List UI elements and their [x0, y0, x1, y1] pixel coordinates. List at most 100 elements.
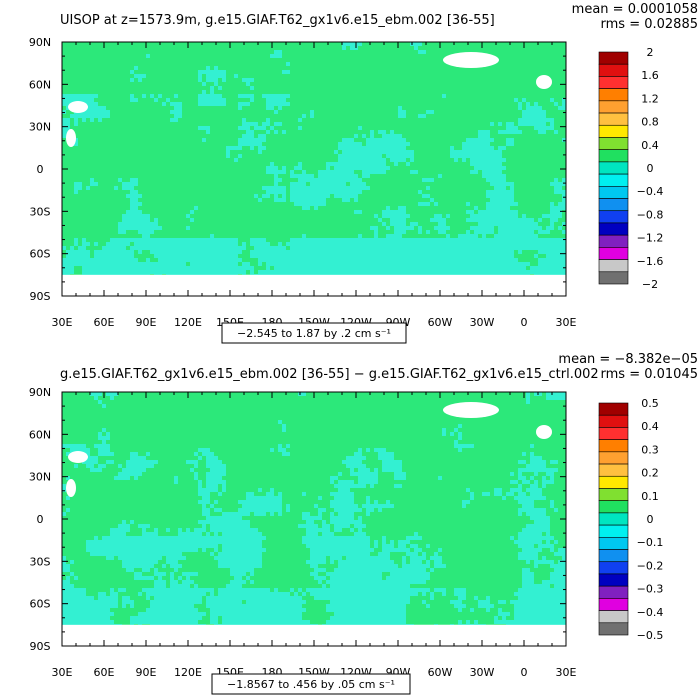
field-cell — [138, 246, 142, 250]
field-cell — [514, 238, 518, 242]
field-cell — [122, 230, 126, 234]
field-cell — [322, 190, 326, 194]
field-cell — [158, 258, 162, 262]
field-cell — [350, 238, 354, 242]
field-cell — [178, 584, 182, 588]
field-cell — [346, 620, 350, 624]
field-cell — [390, 130, 394, 134]
field-cell — [314, 190, 318, 194]
field-cell — [194, 464, 198, 468]
field-cell — [394, 612, 398, 616]
field-cell — [430, 238, 434, 242]
field-cell — [494, 186, 498, 190]
field-cell — [358, 270, 362, 274]
field-cell — [398, 138, 402, 142]
field-cell — [394, 616, 398, 620]
field-cell — [438, 548, 442, 552]
field-cell — [562, 576, 566, 580]
field-cell — [470, 444, 474, 448]
field-cell — [414, 246, 418, 250]
field-cell — [278, 420, 282, 424]
field-cell — [278, 198, 282, 202]
field-cell — [382, 560, 386, 564]
field-cell — [198, 612, 202, 616]
field-cell — [238, 520, 242, 524]
field-cell — [102, 106, 106, 110]
field-cell — [194, 206, 198, 210]
field-cell — [174, 266, 178, 270]
field-cell — [86, 448, 90, 452]
field-cell — [342, 142, 346, 146]
field-cell — [366, 556, 370, 560]
field-cell — [546, 600, 550, 604]
field-cell — [214, 528, 218, 532]
field-cell — [306, 520, 310, 524]
field-cell — [134, 564, 138, 568]
field-cell — [450, 254, 454, 258]
chart-title: UISOP at z=1573.9m, g.e15.GIAF.T62_gx1v6… — [60, 13, 495, 28]
field-cell — [214, 604, 218, 608]
field-cell — [538, 266, 542, 270]
field-cell — [138, 270, 142, 274]
field-cell — [170, 592, 174, 596]
field-cell — [418, 250, 422, 254]
field-cell — [194, 528, 198, 532]
field-cell — [250, 592, 254, 596]
field-cell — [262, 548, 266, 552]
field-cell — [502, 206, 506, 210]
field-cell — [138, 472, 142, 476]
field-cell — [210, 612, 214, 616]
field-cell — [550, 480, 554, 484]
field-cell — [486, 492, 490, 496]
field-cell — [246, 134, 250, 138]
field-cell — [210, 270, 214, 274]
field-cell — [138, 250, 142, 254]
field-cell — [206, 266, 210, 270]
field-cell — [270, 94, 274, 98]
field-cell — [310, 516, 314, 520]
field-cell — [398, 250, 402, 254]
field-cell — [382, 246, 386, 250]
field-cell — [246, 568, 250, 572]
field-cell — [282, 616, 286, 620]
field-cell — [474, 234, 478, 238]
svalbard-mask — [536, 425, 552, 439]
field-cell — [478, 262, 482, 266]
field-cell — [542, 616, 546, 620]
field-cell — [166, 98, 170, 102]
field-cell — [238, 532, 242, 536]
field-cell — [414, 270, 418, 274]
field-cell — [222, 488, 226, 492]
field-cell — [242, 536, 246, 540]
field-cell — [290, 238, 294, 242]
field-cell — [302, 254, 306, 258]
field-cell — [122, 270, 126, 274]
field-cell — [298, 198, 302, 202]
field-cell — [194, 254, 198, 258]
field-cell — [310, 198, 314, 202]
field-cell — [94, 254, 98, 258]
field-cell — [258, 500, 262, 504]
field-cell — [270, 600, 274, 604]
field-cell — [330, 592, 334, 596]
field-cell — [546, 524, 550, 528]
field-cell — [250, 616, 254, 620]
field-cell — [526, 226, 530, 230]
field-cell — [478, 142, 482, 146]
field-cell — [334, 170, 338, 174]
field-cell — [546, 258, 550, 262]
field-cell — [374, 242, 378, 246]
field-cell — [470, 162, 474, 166]
field-cell — [178, 270, 182, 274]
field-cell — [162, 612, 166, 616]
field-cell — [182, 262, 186, 266]
field-cell — [494, 258, 498, 262]
field-cell — [494, 154, 498, 158]
field-cell — [154, 616, 158, 620]
field-cell — [550, 596, 554, 600]
field-cell — [134, 98, 138, 102]
field-cell — [386, 500, 390, 504]
field-cell — [362, 158, 366, 162]
field-cell — [458, 150, 462, 154]
field-cell — [318, 536, 322, 540]
